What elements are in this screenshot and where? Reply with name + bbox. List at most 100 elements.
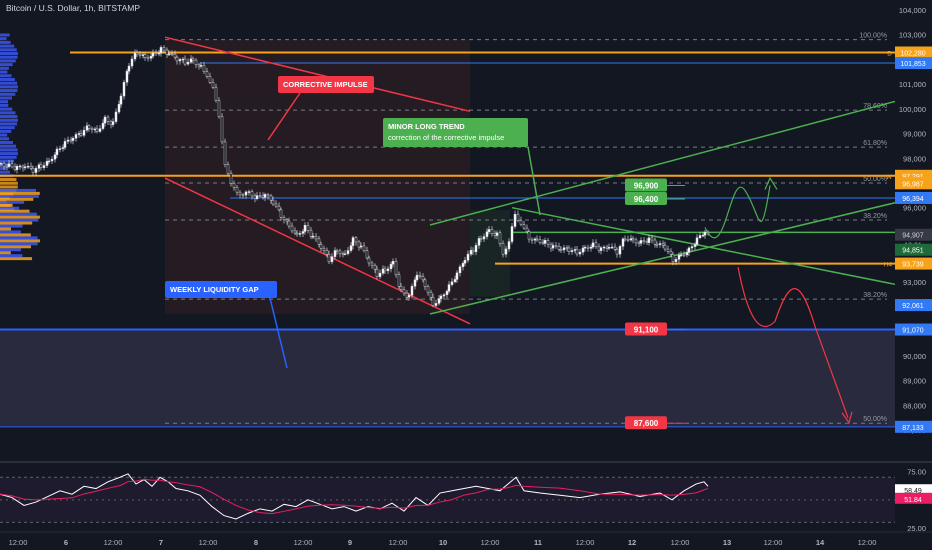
price-level-label: 94,907 [902, 233, 924, 240]
candle-down [429, 291, 433, 298]
price-level-label: 92,061 [902, 303, 924, 310]
corrective-impulse-label-connector [267, 92, 301, 141]
candle-up [159, 47, 163, 54]
candle-down [165, 49, 169, 55]
candle-down [90, 127, 94, 130]
candle-down [322, 248, 326, 251]
candle-down [261, 195, 265, 198]
candle-down [538, 239, 542, 243]
candle-down [594, 242, 598, 248]
time-tick: 12:00 [671, 538, 690, 547]
candle-down [554, 245, 558, 247]
time-tick: 8 [254, 538, 258, 547]
candle-down [501, 243, 505, 255]
candle-down [426, 286, 430, 293]
candle-up [255, 195, 259, 200]
candle-up [55, 148, 59, 156]
price-tick: 93,000 [903, 278, 926, 287]
candle-up [157, 52, 161, 55]
volume-bar [0, 89, 18, 93]
volume-bar [0, 103, 9, 107]
price-tick: 90,000 [903, 352, 926, 361]
candle-up [469, 250, 473, 255]
time-tick: 12:00 [9, 538, 28, 547]
candle-down [250, 191, 254, 197]
candle-up [591, 242, 595, 248]
candle-down [241, 194, 245, 197]
candle-down [421, 276, 425, 281]
candle-down [39, 164, 43, 168]
volume-bar [0, 188, 37, 192]
volume-bar [0, 230, 21, 234]
liquidity-gap-label-box [165, 281, 277, 298]
volume-bar [0, 191, 40, 195]
candle-up [695, 237, 699, 245]
candle-down [637, 242, 641, 245]
candle-up [573, 249, 577, 251]
volume-bar [0, 77, 15, 81]
target-96400: 96,400 [634, 195, 659, 204]
candle-down [354, 237, 358, 243]
candle-up [578, 251, 582, 255]
corrective-impulse-label-text: CORRECTIVE IMPULSE [283, 80, 368, 89]
candle-up [47, 160, 51, 163]
price-level-flag: D [887, 51, 892, 58]
candle-down [493, 233, 497, 236]
time-tick: 12:00 [858, 538, 877, 547]
price-level-tag [895, 323, 932, 336]
price-level-label: 101,853 [900, 61, 925, 68]
trend-channel-bottom [429, 202, 896, 315]
fib-label: 50.00% [863, 176, 887, 183]
candle-up [114, 111, 118, 122]
candle-down [586, 246, 590, 249]
candle-down [21, 165, 25, 169]
price-level-tag [895, 191, 932, 204]
rsi-ma-line [0, 478, 709, 515]
candle-down [335, 250, 339, 252]
volume-bar [0, 140, 13, 144]
fib-label: 38.20% [863, 213, 887, 220]
candle-up [103, 116, 107, 124]
volume-bar [0, 224, 23, 228]
candle-up [703, 231, 707, 236]
candle-up [63, 141, 67, 148]
candle-up [458, 266, 462, 274]
price-level-label: 93,739 [902, 262, 924, 269]
trend-line-descending [511, 206, 896, 286]
candle-up [378, 272, 382, 277]
time-tick: 13 [723, 538, 731, 547]
price-level-tag [895, 46, 932, 59]
candle-up [487, 229, 491, 232]
target-96900-box [625, 178, 667, 192]
candle-up [58, 148, 62, 150]
minor-trend-label-text: MINOR LONG TREND [388, 122, 465, 131]
volume-bar [0, 200, 25, 204]
candle-up [389, 263, 393, 270]
candle-down [208, 76, 212, 83]
price-level-flag: H4 [884, 262, 893, 269]
volume-bar [0, 63, 13, 67]
price-tick: 99,000 [903, 130, 926, 139]
candle-up [122, 82, 126, 97]
candle-down [317, 238, 321, 245]
candle-up [629, 238, 633, 241]
candle-up [687, 247, 691, 253]
candle-up [298, 233, 302, 235]
candle-up [607, 247, 611, 249]
price-level-flag: W [886, 174, 893, 181]
volume-bar [0, 81, 18, 85]
candle-down [79, 133, 83, 136]
bearish-arrowhead [841, 411, 853, 425]
candle-down [13, 166, 17, 170]
volume-bar [0, 37, 7, 41]
candle-down [615, 249, 619, 255]
candle-up [442, 294, 446, 297]
candle-down [282, 217, 286, 221]
time-tick: 12:00 [199, 538, 218, 547]
candle-down [669, 251, 673, 255]
candle-down [655, 243, 659, 246]
candle-down [106, 116, 110, 122]
candle-down [383, 268, 387, 272]
time-tick: 10 [439, 538, 447, 547]
